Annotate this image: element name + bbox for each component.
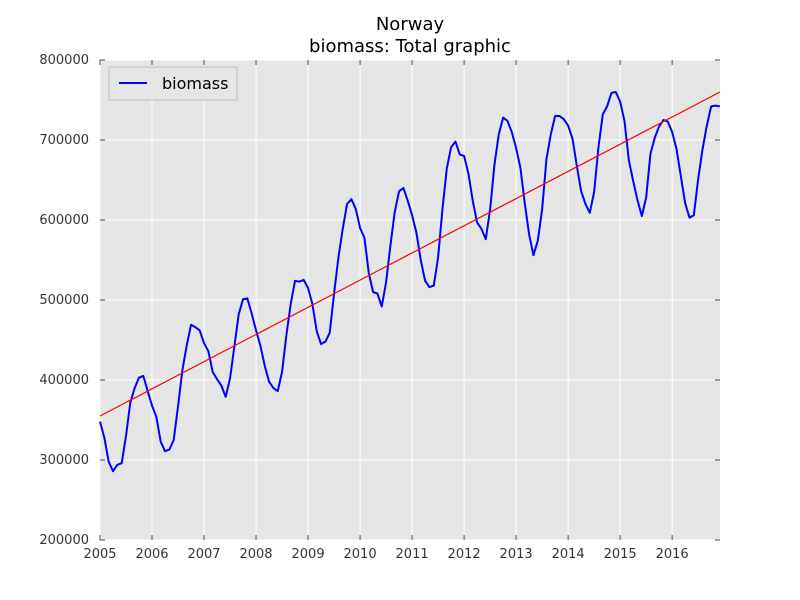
x-tick-label: 2009: [292, 547, 325, 562]
x-tick-label: 2016: [656, 547, 689, 562]
legend-label-biomass: biomass: [162, 74, 228, 93]
y-tick-label: 400000: [39, 373, 89, 388]
x-tick-label: 2006: [135, 547, 168, 562]
x-axis: 2005 2006 2007 2008 2009 2010 2011 2012 2013 2014…: [83, 60, 689, 562]
y-axis: 200000 300000 400000 500000 600000 700000 8000…: [39, 53, 720, 548]
grid: [99, 59, 720, 541]
x-tick-label: 2008: [239, 547, 272, 562]
y-tick-label: 500000: [39, 293, 89, 308]
y-tick-label: 200000: [39, 533, 89, 548]
x-tick-label: 2011: [396, 547, 429, 562]
legend: biomass: [108, 66, 238, 101]
x-tick-label: 2014: [552, 547, 585, 562]
x-tick-label: 2012: [448, 547, 481, 562]
x-tick-label: 2010: [344, 547, 377, 562]
trend-line: [99, 91, 721, 417]
chart-title: Norway: [376, 14, 445, 35]
y-tick-label: 600000: [39, 213, 89, 228]
y-tick-label: 300000: [39, 453, 89, 468]
x-tick-label: 2005: [83, 547, 116, 562]
y-tick-label: 800000: [39, 53, 89, 68]
chart-subtitle: biomass: Total graphic: [309, 36, 511, 57]
x-tick-label: 2013: [500, 547, 533, 562]
series-line-biomass: [99, 91, 721, 473]
x-tick-label: 2015: [604, 547, 637, 562]
y-tick-label: 700000: [39, 133, 89, 148]
series-layer: [99, 91, 721, 473]
x-tick-label: 2007: [187, 547, 220, 562]
